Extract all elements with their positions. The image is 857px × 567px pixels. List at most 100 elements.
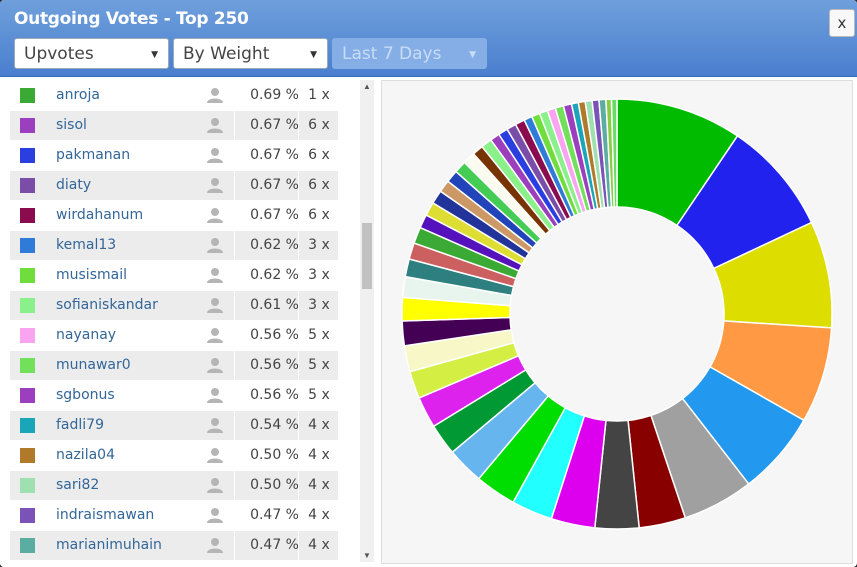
vote-row[interactable]: wirdahanum 0.67 % 6 x [10, 201, 338, 230]
user-icon[interactable] [206, 236, 224, 254]
voter-name-link[interactable]: musismail [56, 267, 127, 283]
vote-row[interactable]: anroja 0.69 % 1 x [10, 81, 338, 110]
user-icon[interactable] [206, 446, 224, 464]
voter-name-link[interactable]: nayanay [56, 327, 117, 343]
color-swatch [20, 148, 35, 163]
vote-percent: 0.67 % [234, 171, 299, 200]
user-icon[interactable] [206, 206, 224, 224]
color-swatch [20, 238, 35, 253]
color-swatch [20, 178, 35, 193]
votes-donut-chart [401, 98, 833, 530]
chevron-down-icon: ▼ [469, 50, 476, 60]
vote-count: 5 x [298, 351, 339, 380]
vote-percent: 0.69 % [234, 81, 299, 110]
color-swatch [20, 388, 35, 403]
list-scrollbar[interactable]: ▲ ▼ [360, 80, 374, 562]
vote-list: anroja 0.69 % 1 x sisol 0.67 % 6 x pakmanan 0.6… [0, 80, 360, 567]
voter-name-link[interactable]: indraismawan [56, 507, 155, 523]
vote-row[interactable]: nazila04 0.50 % 4 x [10, 441, 338, 470]
votes-donut-chart-panel [381, 80, 853, 564]
vote-row[interactable]: sgbonus 0.56 % 5 x [10, 381, 338, 410]
vote-row[interactable]: pakmanan 0.67 % 6 x [10, 141, 338, 170]
sort-value: By Weight [183, 43, 270, 64]
vote-row[interactable]: nayanay 0.56 % 5 x [10, 321, 338, 350]
color-swatch [20, 478, 35, 493]
user-icon[interactable] [206, 506, 224, 524]
vote-count: 5 x [298, 381, 339, 410]
voter-name-link[interactable]: wirdahanum [56, 207, 144, 223]
vote-row[interactable]: fadli79 0.54 % 4 x [10, 411, 338, 440]
user-icon[interactable] [206, 326, 224, 344]
vote-row[interactable]: diaty 0.67 % 6 x [10, 171, 338, 200]
chevron-down-icon: ▼ [310, 50, 317, 60]
voter-name-link[interactable]: sisol [56, 117, 87, 133]
scroll-thumb[interactable] [362, 223, 372, 289]
voter-name-link[interactable]: sgbonus [56, 387, 115, 403]
voter-name-link[interactable]: fadli79 [56, 417, 104, 433]
vote-percent: 0.67 % [234, 141, 299, 170]
vote-percent: 0.47 % [234, 501, 299, 530]
chevron-down-icon: ▼ [151, 50, 158, 60]
vote-row[interactable]: kemal13 0.62 % 3 x [10, 231, 338, 260]
color-swatch [20, 268, 35, 283]
voter-name-link[interactable]: munawar0 [56, 357, 131, 373]
user-icon[interactable] [206, 266, 224, 284]
color-swatch [20, 448, 35, 463]
voter-name-link[interactable]: diaty [56, 177, 92, 193]
user-icon[interactable] [206, 416, 224, 434]
voter-name-link[interactable]: pakmanan [56, 147, 131, 163]
vote-row[interactable]: sisol 0.67 % 6 x [10, 111, 338, 140]
scroll-down-icon[interactable]: ▼ [363, 551, 371, 560]
voter-name-link[interactable]: kemal13 [56, 237, 117, 253]
vote-count: 5 x [298, 321, 339, 350]
vote-row[interactable]: indraismawan 0.47 % 4 x [10, 501, 338, 530]
vote-percent: 0.62 % [234, 261, 299, 290]
user-icon[interactable] [206, 116, 224, 134]
voter-name-link[interactable]: marianimuhain [56, 537, 162, 553]
voter-name-link[interactable]: sari82 [56, 477, 100, 493]
vote-count: 6 x [298, 141, 339, 170]
vote-count: 3 x [298, 231, 339, 260]
vote-row[interactable]: munawar0 0.56 % 5 x [10, 351, 338, 380]
user-icon[interactable] [206, 86, 224, 104]
vote-count: 4 x [298, 501, 339, 530]
user-icon[interactable] [206, 296, 224, 314]
close-button[interactable]: x [829, 9, 855, 37]
vote-type-value: Upvotes [24, 43, 94, 64]
vote-row[interactable]: musismail 0.62 % 3 x [10, 261, 338, 290]
color-swatch [20, 508, 35, 523]
vote-count: 4 x [298, 441, 339, 470]
color-swatch [20, 208, 35, 223]
dialog-header: Outgoing Votes - Top 250 x Upvotes ▼ By … [0, 0, 857, 77]
vote-type-select[interactable]: Upvotes ▼ [14, 38, 169, 69]
sort-select[interactable]: By Weight ▼ [173, 38, 328, 69]
vote-row[interactable]: marianimuhain 0.47 % 4 x [10, 531, 338, 560]
user-icon[interactable] [206, 356, 224, 374]
vote-count: 6 x [298, 171, 339, 200]
voter-name-link[interactable]: sofianiskandar [56, 297, 158, 313]
voter-name-link[interactable]: nazila04 [56, 447, 115, 463]
vote-percent: 0.56 % [234, 381, 299, 410]
vote-percent: 0.54 % [234, 411, 299, 440]
vote-count: 4 x [298, 471, 339, 500]
color-swatch [20, 358, 35, 373]
user-icon[interactable] [206, 476, 224, 494]
user-icon[interactable] [206, 536, 224, 554]
vote-row[interactable]: sari82 0.50 % 4 x [10, 471, 338, 500]
vote-count: 3 x [298, 261, 339, 290]
vote-count: 4 x [298, 411, 339, 440]
vote-row[interactable]: sofianiskandar 0.61 % 3 x [10, 291, 338, 320]
voter-name-link[interactable]: anroja [56, 87, 100, 103]
color-swatch [20, 88, 35, 103]
vote-percent: 0.62 % [234, 231, 299, 260]
vote-percent: 0.67 % [234, 201, 299, 230]
user-icon[interactable] [206, 146, 224, 164]
user-icon[interactable] [206, 176, 224, 194]
user-icon[interactable] [206, 386, 224, 404]
dialog-title: Outgoing Votes - Top 250 [14, 9, 249, 29]
vote-percent: 0.56 % [234, 321, 299, 350]
donut-slice[interactable] [610, 98, 618, 208]
period-value: Last 7 Days [342, 43, 442, 64]
scroll-up-icon[interactable]: ▲ [363, 82, 371, 91]
vote-count: 3 x [298, 291, 339, 320]
